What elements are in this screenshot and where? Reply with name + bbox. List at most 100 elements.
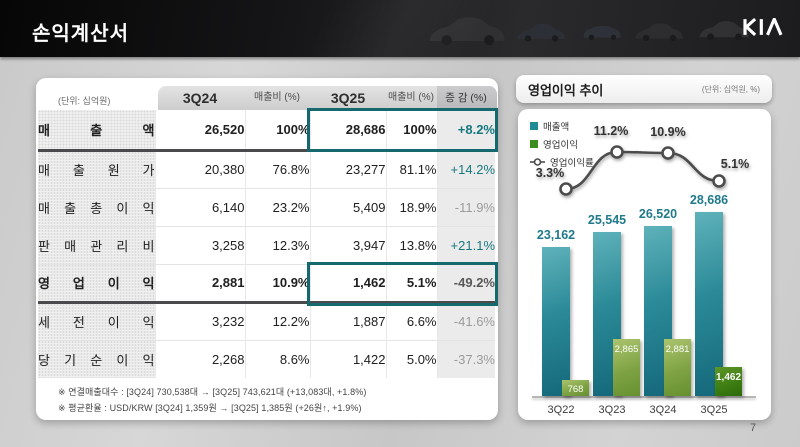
cell-ratio-3q24: 76.8% [244, 149, 310, 188]
column-header-ratio-3q24: 매출비 (%) [254, 92, 300, 103]
operating-profit-bar [664, 339, 691, 396]
page-number: 7 [750, 422, 757, 434]
line-marker-icon [530, 158, 545, 166]
legend-label: 매출액 [543, 122, 570, 133]
slide-header: 손익계산서 [0, 0, 800, 57]
car-silhouette-icon [429, 17, 505, 46]
cell-3q25: 1,422 [309, 339, 386, 378]
cell-3q25: 1,462 [309, 263, 386, 304]
kia-logo-icon [743, 18, 783, 36]
x-axis-label: 3Q24 [649, 404, 677, 416]
cell-ratio-3q25: 5.0% [385, 339, 437, 378]
delta-column-header-tab [437, 86, 497, 110]
chart-header: 영업이익 추이 (단위: 십억원, %) [516, 75, 772, 103]
cell-ratio-3q25: 81.1% [385, 149, 437, 188]
chart-legend: 매출액 영업이익 영업이익률 [530, 119, 594, 173]
revenue-value-label: 23,162 [536, 228, 576, 242]
chart-unit-note: (단위: 십억원, %) [701, 84, 760, 94]
cell-ratio-3q25: 13.8% [385, 225, 437, 264]
footnote-sales-volume: ※ 연결매출대수 : [3Q24] 730,538대 → [3Q25] 743,… [58, 387, 367, 397]
revenue-value-label: 26,520 [638, 207, 678, 221]
legend-item-operating-margin: 영업이익률 [530, 155, 594, 169]
cell-ratio-3q25: 5.1% [385, 263, 437, 304]
cell-ratio-3q24: 8.6% [244, 339, 310, 378]
cell-delta: -37.3% [436, 339, 495, 378]
cell-3q24: 3,258 [154, 225, 245, 264]
cell-3q25: 5,409 [309, 187, 386, 226]
revenue-bar [695, 212, 723, 396]
operating-profit-value-label: 2,865 [614, 344, 639, 355]
x-axis-label: 3Q22 [547, 404, 575, 416]
cell-delta: -41.6% [436, 301, 495, 340]
car-silhouette-icon [635, 23, 683, 42]
operating-profit-bar [715, 367, 742, 396]
svg-text:10.9%: 10.9% [650, 125, 685, 139]
x-axis-line [532, 396, 756, 398]
cell-3q25: 1,887 [309, 301, 386, 340]
svg-text:11.2%: 11.2% [594, 124, 629, 138]
svg-text:5.1%: 5.1% [721, 157, 750, 171]
column-header-3q25: 3Q25 [330, 90, 366, 106]
footnote-exchange-rate: ※ 평균환율 : USD/KRW [3Q24] 1,359원 → [3Q25] … [58, 403, 362, 413]
x-axis-label: 3Q25 [700, 404, 728, 416]
cell-3q24: 3,232 [154, 301, 245, 340]
cell-3q25: 3,947 [309, 225, 386, 264]
revenue-bar [542, 247, 570, 396]
cell-ratio-3q25: 6.6% [385, 301, 437, 340]
column-header-3q24: 3Q24 [182, 90, 218, 106]
cell-delta: +8.2% [436, 110, 495, 152]
legend-item-operating-profit: 영업이익 [530, 137, 594, 151]
cell-3q24: 26,520 [154, 110, 245, 152]
operating-profit-bar [562, 380, 589, 396]
operating-profit-trend-chart: 매출액 영업이익 영업이익률 3.3% 11.2% 10.9% 5.1% 23,162… [518, 109, 771, 420]
cell-delta: +21.1% [436, 225, 495, 264]
cell-ratio-3q24: 10.9% [244, 263, 310, 304]
cell-ratio-3q25: 18.9% [385, 187, 437, 226]
table-unit-note: (단위: 십억원) [58, 96, 111, 106]
cell-ratio-3q25: 100% [385, 110, 437, 152]
operating-profit-swatch-icon [530, 140, 538, 148]
cell-3q25: 23,277 [309, 149, 386, 188]
cell-delta: -49.2% [436, 263, 495, 304]
x-axis-label: 3Q23 [598, 404, 626, 416]
cell-3q25: 28,686 [309, 110, 386, 152]
operating-profit-value-label: 2,881 [665, 344, 690, 355]
cell-delta: +14.2% [436, 149, 495, 188]
cell-3q24: 2,268 [154, 339, 245, 378]
cell-delta: -11.9% [436, 187, 495, 226]
income-statement-card: (단위: 십억원) 3Q24 매출비 (%) 3Q25 매출비 (%) 증 감 … [36, 78, 498, 420]
column-header-ratio-3q25: 매출비 (%) [388, 92, 434, 103]
page-title: 손익계산서 [32, 23, 129, 45]
cell-3q24: 20,380 [154, 149, 245, 188]
operating-profit-bar [613, 339, 640, 396]
revenue-value-label: 28,686 [689, 193, 729, 207]
cell-3q24: 6,140 [154, 187, 245, 226]
column-header-delta: 증 감 (%) [445, 92, 487, 104]
revenue-swatch-icon [530, 122, 538, 130]
operating-profit-value-label: 768 [567, 384, 584, 395]
legend-label: 영업이익 [543, 140, 578, 151]
cell-ratio-3q24: 100% [244, 110, 310, 152]
car-silhouette-icon [699, 21, 749, 41]
revenue-value-label: 25,545 [587, 213, 627, 227]
cell-ratio-3q24: 12.2% [244, 301, 310, 340]
car-silhouette-icon [583, 25, 621, 40]
car-silhouette-icon [517, 23, 565, 42]
legend-label: 영업이익률 [550, 158, 594, 169]
legend-item-revenue: 매출액 [530, 119, 594, 133]
chart-title: 영업이익 추이 [528, 82, 604, 98]
